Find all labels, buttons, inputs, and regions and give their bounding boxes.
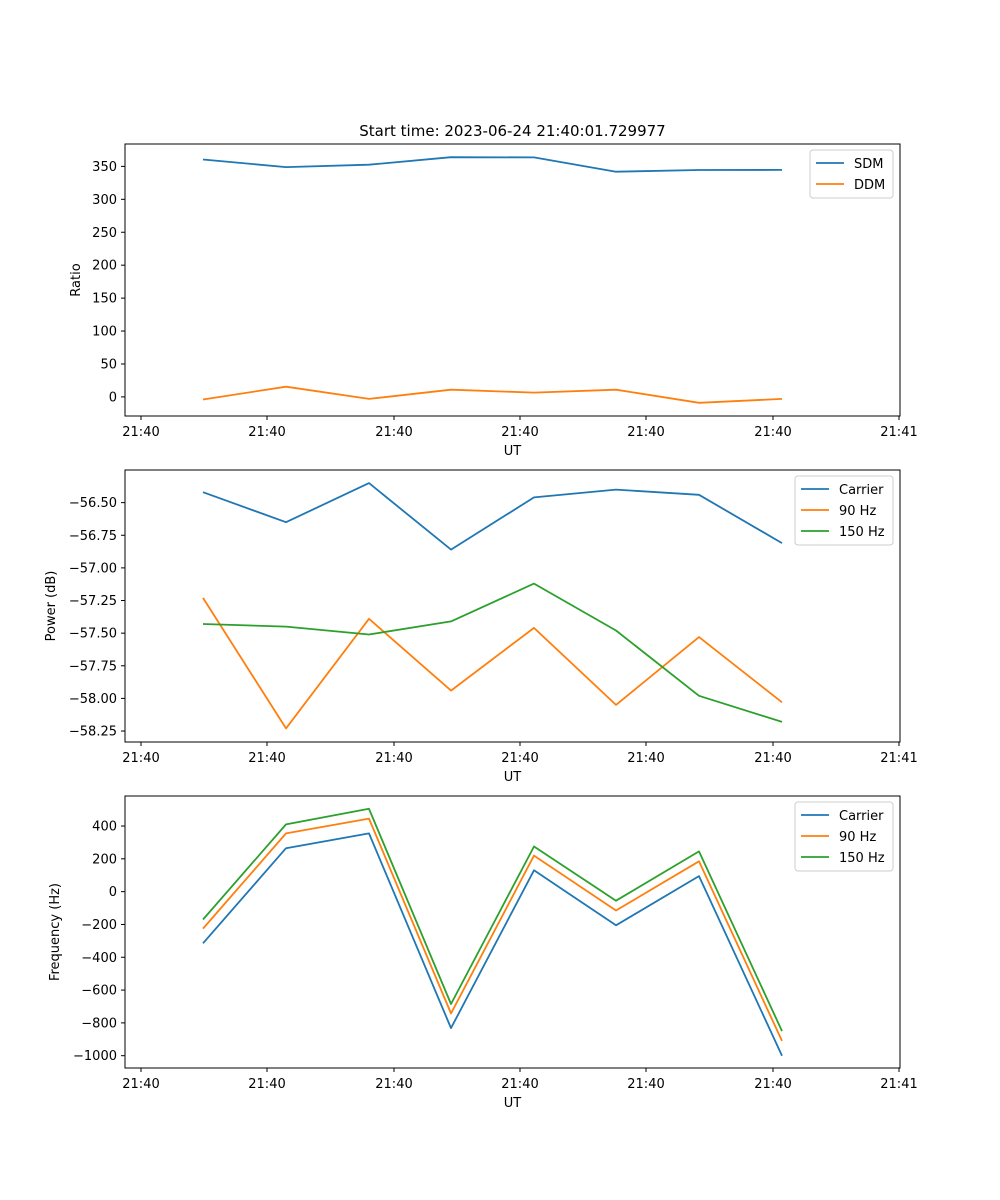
legend-label: 150 Hz [839,851,885,866]
x-tick-label: 21:40 [501,751,538,766]
x-tick-label: 21:40 [248,425,285,440]
series-line [202,385,783,404]
x-tick-label: 21:40 [248,751,285,766]
plot-marks: 21:40 21:40 21:40 21:40 21:40 21:40 21:41 0 50 10… [92,143,918,440]
plot-marks: 21:40 21:40 21:40 21:40 21:40 21:40 21:41 −58.2… [69,469,918,766]
x-tick-label: 21:41 [880,425,917,440]
x-tick-label: 21:40 [754,425,791,440]
y-tick-label: −58.00 [69,692,117,707]
series-line [202,807,783,1032]
series-line [202,832,783,1057]
y-tick-label: −57.00 [69,561,117,576]
legend-label: 150 Hz [839,525,885,540]
axes-frame [124,795,901,1069]
y-tick-label: −58.25 [69,725,117,740]
legend-label: DDM [854,178,885,193]
series-line [202,597,783,730]
x-tick-label: 21:40 [122,1077,159,1092]
series-line [202,482,783,551]
y-axis-label: Power (dB) [44,571,59,642]
x-axis-label: UT [504,444,522,459]
legend-box [794,801,894,872]
x-tick-label: 21:40 [375,425,412,440]
y-tick-label: 350 [92,160,117,175]
series-line [202,156,783,173]
y-axis-label: Ratio [69,263,84,296]
x-tick-label: 21:40 [248,1077,285,1092]
x-tick-label: 21:40 [122,751,159,766]
y-tick-label: 0 [109,390,117,405]
y-tick-label: −56.75 [69,529,117,544]
y-tick-label: −400 [81,951,117,966]
axes-frame [124,469,901,743]
legend-label: Carrier [839,809,884,824]
y-tick-label: 200 [92,852,117,867]
y-tick-label: 150 [92,292,117,307]
y-tick-label: 300 [92,193,117,208]
x-tick-label: 21:40 [501,1077,538,1092]
axes-frame [124,143,901,417]
y-tick-label: −56.50 [69,496,117,511]
x-tick-label: 21:40 [754,751,791,766]
y-tick-label: −57.75 [69,659,117,674]
x-tick-label: 21:40 [375,751,412,766]
legend-label: Carrier [839,483,884,498]
y-tick-label: −800 [81,1016,117,1031]
y-tick-label: −57.50 [69,627,117,642]
x-tick-label: 21:41 [880,1077,917,1092]
y-tick-label: 0 [109,885,117,900]
x-tick-label: 21:40 [627,1077,664,1092]
y-tick-label: −200 [81,918,117,933]
frequency-panel: UT Frequency (Hz) 21:40 21:40 21:40 21:40 21… [48,795,918,1111]
legend-label: 90 Hz [839,504,876,519]
ratio-panel: Start time: 2023-06-24 21:40:01.729977 U… [69,122,918,459]
x-axis-label: UT [504,770,522,785]
legend-label: 90 Hz [839,830,876,845]
x-tick-label: 21:41 [880,751,917,766]
y-tick-label: 200 [92,259,117,274]
x-tick-label: 21:40 [375,1077,412,1092]
power-panel: UT Power (dB) 21:40 21:40 21:40 21:40 21:40 2… [44,469,918,785]
y-tick-label: 50 [100,357,117,372]
y-tick-label: −1000 [73,1049,117,1064]
chart-title: Start time: 2023-06-24 21:40:01.729977 [359,122,665,140]
y-tick-label: −57.25 [69,594,117,609]
y-tick-label: −600 [81,984,117,999]
legend-box [794,475,894,546]
x-tick-label: 21:40 [627,751,664,766]
x-tick-label: 21:40 [501,425,538,440]
x-tick-label: 21:40 [122,425,159,440]
plot-marks: 21:40 21:40 21:40 21:40 21:40 21:40 21:41 −1000… [73,795,918,1092]
x-tick-label: 21:40 [754,1077,791,1092]
x-axis-label: UT [504,1096,522,1111]
series-line [202,582,783,723]
x-tick-label: 21:40 [627,425,664,440]
y-tick-label: 250 [92,226,117,241]
series-line [202,817,783,1042]
y-tick-label: 100 [92,325,117,340]
y-tick-label: 400 [92,820,117,835]
y-axis-label: Frequency (Hz) [48,883,63,981]
legend-box [809,149,894,199]
legend-label: SDM [854,157,883,172]
